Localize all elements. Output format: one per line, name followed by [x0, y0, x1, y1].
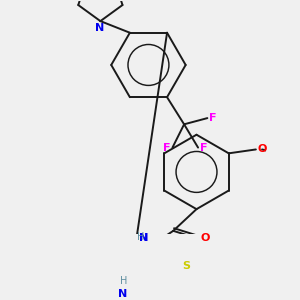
Text: H: H [137, 232, 144, 242]
Text: O: O [257, 144, 267, 154]
Text: F: F [209, 113, 216, 123]
Text: F: F [164, 142, 171, 153]
Text: N: N [118, 289, 128, 299]
Text: N: N [139, 233, 148, 243]
Text: O: O [200, 233, 210, 243]
Text: N: N [139, 233, 148, 243]
Text: S: S [183, 262, 190, 272]
Text: F: F [200, 142, 207, 153]
Text: H: H [120, 276, 127, 286]
Text: N: N [95, 23, 104, 33]
